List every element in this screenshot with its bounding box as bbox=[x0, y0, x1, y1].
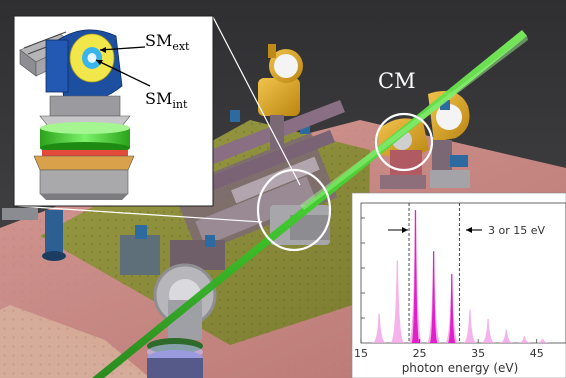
annotation-label: 3 or 15 eV bbox=[488, 224, 546, 237]
mirror-mount-left bbox=[258, 44, 303, 149]
light-peak bbox=[462, 309, 477, 343]
x-tick-label: 35 bbox=[471, 347, 485, 360]
light-peak bbox=[517, 336, 532, 343]
main-peak bbox=[429, 251, 438, 343]
spectrum-chart: 15 25 35 45 photon energy (eV) 3 or 15 eV bbox=[351, 192, 566, 378]
chart-axes: 15 25 35 45 bbox=[354, 217, 544, 360]
annotation-arrowhead-left bbox=[402, 227, 408, 233]
annotation-arrowhead-right bbox=[466, 227, 472, 233]
optics-hardware bbox=[2, 100, 345, 340]
x-tick-label: 15 bbox=[354, 347, 368, 360]
cm-callout-circle bbox=[374, 112, 434, 172]
x-tick-label: 45 bbox=[530, 347, 544, 360]
main-peak bbox=[447, 273, 456, 343]
cm-label: CM bbox=[378, 69, 416, 93]
light-peak bbox=[499, 329, 514, 343]
x-axis-label: photon energy (eV) bbox=[402, 361, 519, 375]
mirror-mount-right bbox=[428, 90, 470, 188]
bottom-chamber bbox=[147, 338, 203, 378]
sm-ext-label: SM bbox=[145, 31, 172, 50]
svg-text:SMint: SMint bbox=[145, 89, 188, 111]
light-peak bbox=[535, 339, 550, 343]
inset-callout-lines bbox=[17, 16, 301, 223]
sm-ext-subscript: ext bbox=[172, 40, 190, 53]
light-peak bbox=[372, 313, 387, 343]
light-peak bbox=[481, 319, 496, 343]
chart-marks bbox=[372, 203, 550, 343]
inset-panel: SMext SMint bbox=[13, 15, 214, 207]
sm-int-subscript: int bbox=[172, 98, 188, 111]
light-peak bbox=[390, 260, 405, 343]
svg-text:SMext: SMext bbox=[145, 31, 190, 53]
sample-callout-circle bbox=[256, 168, 332, 252]
main-peak bbox=[411, 210, 420, 343]
sm-int-label: SM bbox=[145, 89, 172, 108]
x-tick-label: 25 bbox=[413, 347, 427, 360]
